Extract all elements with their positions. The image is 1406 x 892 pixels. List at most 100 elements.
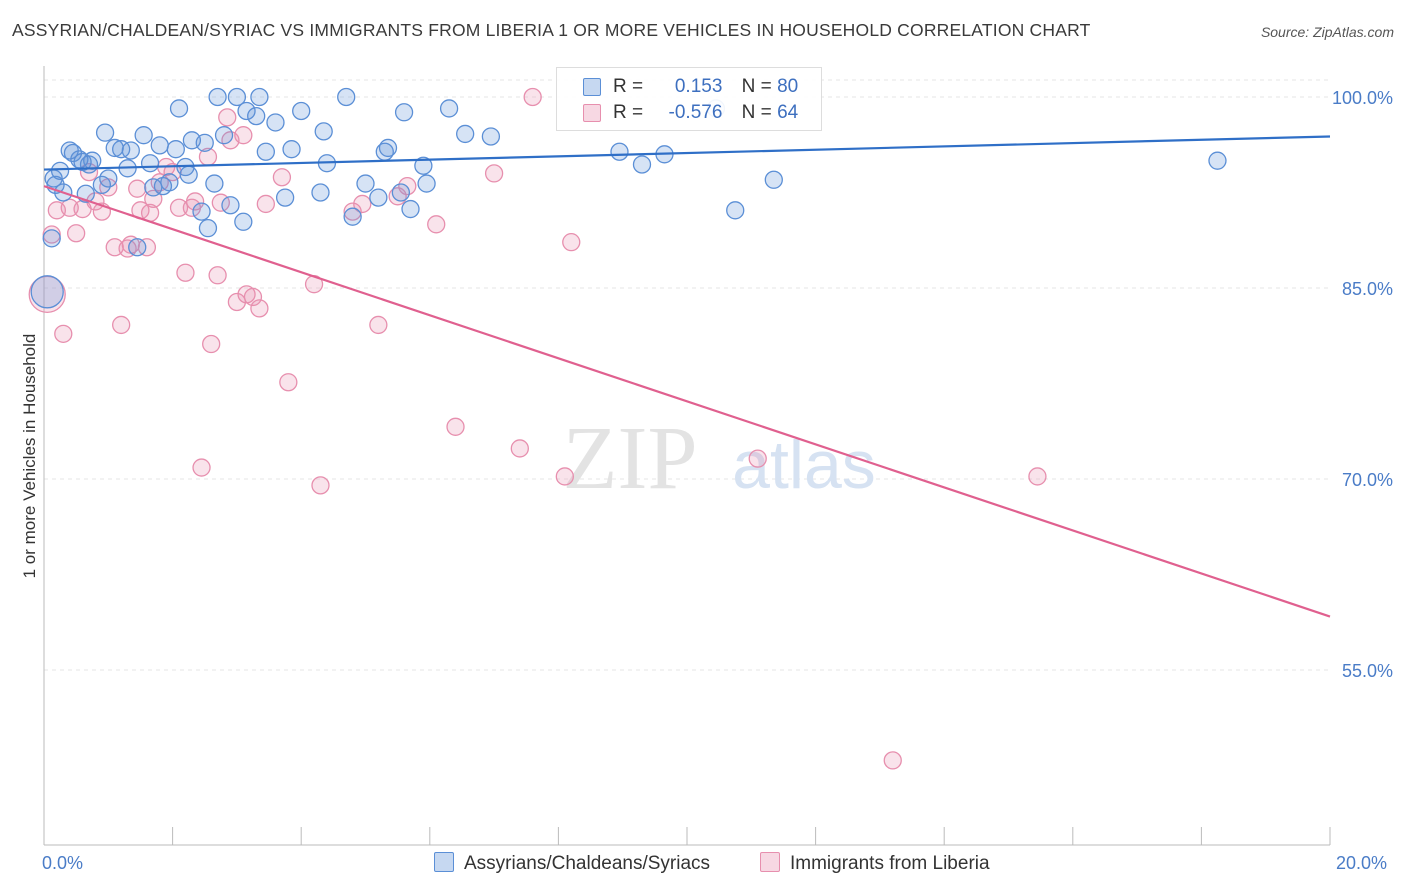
bottom-legend-label: Immigrants from Liberia [790, 853, 990, 874]
data-point-assyrian [282, 140, 301, 159]
data-point-assyrian [95, 123, 115, 142]
data-point-liberia [128, 179, 147, 198]
data-point-assyrian [726, 201, 745, 220]
data-point-assyrian [343, 207, 362, 226]
data-point-assyrian [417, 174, 436, 193]
bottom-legend-liberia: Immigrants from Liberia [760, 852, 990, 875]
data-point-assyrian [311, 183, 330, 202]
series-liberia-points [28, 87, 1047, 770]
data-point-liberia [343, 202, 362, 221]
data-point-liberia [218, 108, 237, 127]
data-point-assyrian [221, 196, 240, 215]
data-point-liberia [243, 287, 263, 307]
data-point-assyrian [632, 155, 652, 174]
x-tick-max: 20.0% [1336, 853, 1388, 873]
data-point-assyrian [610, 142, 629, 161]
data-point-liberia [510, 439, 529, 458]
data-point-liberia [169, 198, 189, 217]
data-point-liberia [427, 215, 446, 234]
data-point-liberia [446, 417, 465, 436]
data-point-assyrian [250, 87, 269, 107]
data-point-liberia [137, 238, 157, 257]
bottom-legend-label: Assyrians/Chaldeans/Syriacs [464, 853, 711, 874]
data-point-assyrian [134, 126, 153, 145]
data-point-assyrian [369, 188, 388, 207]
watermark-zip: ZIP [563, 409, 698, 508]
data-point-assyrian [198, 219, 218, 238]
data-point-liberia [250, 299, 269, 318]
data-point-assyrian [247, 106, 266, 126]
data-point-assyrian [481, 127, 501, 146]
data-point-assyrian [337, 87, 356, 107]
y-tick-label: 55.0% [1342, 661, 1393, 681]
legend-n-value: 64 [777, 102, 799, 123]
data-point-liberia [54, 324, 73, 343]
data-point-liberia [256, 194, 275, 214]
data-point-assyrian [179, 165, 198, 184]
data-point-assyrian [166, 140, 185, 159]
data-point-assyrian [169, 99, 189, 118]
data-point-liberia [311, 476, 330, 495]
trend-line-assyrian [43, 135, 1331, 171]
chart-title: ASSYRIAN/CHALDEAN/SYRIAC VS IMMIGRANTS F… [12, 20, 1091, 40]
legend-r-label: R = [613, 76, 644, 97]
legend-n-label: N = [741, 76, 772, 97]
data-point-assyrian [234, 212, 253, 231]
data-point-liberia [484, 164, 504, 183]
data-point-assyrian [99, 169, 118, 188]
y-tick-label: 100.0% [1332, 88, 1393, 108]
data-point-liberia [176, 263, 195, 282]
series-assyrian-points [30, 87, 1227, 309]
data-point-assyrian [356, 174, 375, 193]
data-point-assyrian [764, 170, 783, 189]
data-point-assyrian [83, 151, 102, 170]
data-point-assyrian [237, 101, 256, 121]
data-point-assyrian [256, 142, 275, 161]
data-point-assyrian [160, 173, 179, 192]
data-point-assyrian [227, 87, 247, 107]
data-point-assyrian [192, 202, 211, 221]
trend-lines [43, 135, 1331, 618]
axes [43, 66, 1331, 846]
bottom-legend-swatch-pink [760, 852, 780, 872]
data-point-assyrian [205, 174, 224, 193]
y-tick-label: 70.0% [1342, 470, 1393, 490]
data-point-assyrian [112, 140, 131, 159]
data-point-assyrian [1208, 151, 1227, 170]
data-point-liberia [562, 233, 581, 252]
x-tick-min: 0.0% [42, 853, 84, 873]
legend-swatch-blue [583, 78, 601, 96]
data-point-assyrian [456, 124, 475, 144]
data-point-assyrian [401, 199, 420, 219]
data-point-assyrian [195, 133, 214, 152]
data-point-liberia [369, 315, 388, 335]
legend-swatch-pink [583, 104, 601, 122]
data-point-liberia [112, 315, 131, 335]
legend-r-label: R = [613, 102, 644, 123]
bottom-legend-assyrian: Assyrians/Chaldeans/Syriacs [434, 852, 710, 875]
data-point-assyrian [30, 275, 64, 309]
gridlines [44, 79, 1330, 671]
data-point-assyrian [121, 141, 140, 160]
data-point-liberia [185, 192, 205, 211]
source-label: Source: ZipAtlas.com [1260, 24, 1394, 40]
bottom-legend-swatch-blue [434, 852, 454, 872]
data-point-assyrian [140, 154, 160, 173]
data-point-assyrian [50, 161, 70, 181]
legend-n-label: N = [741, 102, 772, 123]
y-tick-labels: 55.0% 70.0% 85.0% 100.0% [1332, 88, 1393, 681]
data-point-assyrian [394, 103, 414, 122]
legend-r-value: 0.153 [674, 76, 723, 97]
data-point-assyrian [214, 126, 234, 145]
data-point-assyrian [391, 183, 411, 202]
data-point-assyrian [275, 188, 295, 207]
data-point-liberia [272, 168, 292, 187]
data-point-assyrian [314, 122, 333, 141]
data-point-assyrian [150, 136, 169, 155]
data-point-assyrian [208, 87, 227, 107]
data-point-liberia [555, 467, 574, 486]
data-point-assyrian [128, 238, 147, 257]
data-point-assyrian [292, 101, 311, 121]
data-point-liberia [202, 334, 221, 354]
